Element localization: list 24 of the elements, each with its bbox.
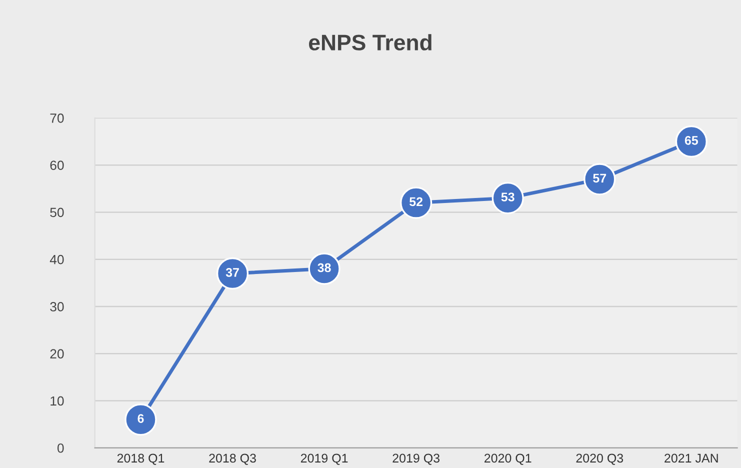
x-tick-label: 2020 Q3 (576, 454, 624, 465)
data-label: 37 (226, 268, 239, 277)
x-tick-label: 2018 Q1 (117, 454, 164, 465)
y-tick-label: 40 (50, 254, 64, 264)
y-tick-label: 10 (50, 396, 64, 406)
y-tick-label: 0 (57, 443, 64, 453)
y-tick-label: 20 (50, 349, 64, 359)
x-tick-label: 2019 Q3 (392, 454, 440, 465)
x-tick-label: 2020 Q1 (484, 454, 532, 465)
x-tick-label: 2018 Q3 (209, 454, 256, 465)
data-label: 38 (318, 263, 331, 272)
y-tick-label: 30 (50, 302, 64, 312)
data-label: 6 (138, 414, 144, 423)
x-tick-label: 2019 Q1 (300, 454, 348, 465)
y-tick-label: 60 (50, 160, 64, 170)
data-label: 52 (410, 197, 423, 206)
x-tick-label: 2021 JAN (664, 454, 718, 463)
y-tick-label: 50 (50, 208, 64, 218)
chart-title: eNPS Trend (309, 34, 432, 50)
data-label: 65 (684, 136, 698, 145)
data-label: 57 (593, 174, 606, 183)
point (124, 404, 157, 436)
y-tick-label: 70 (50, 114, 64, 123)
data-label: 53 (501, 192, 514, 202)
